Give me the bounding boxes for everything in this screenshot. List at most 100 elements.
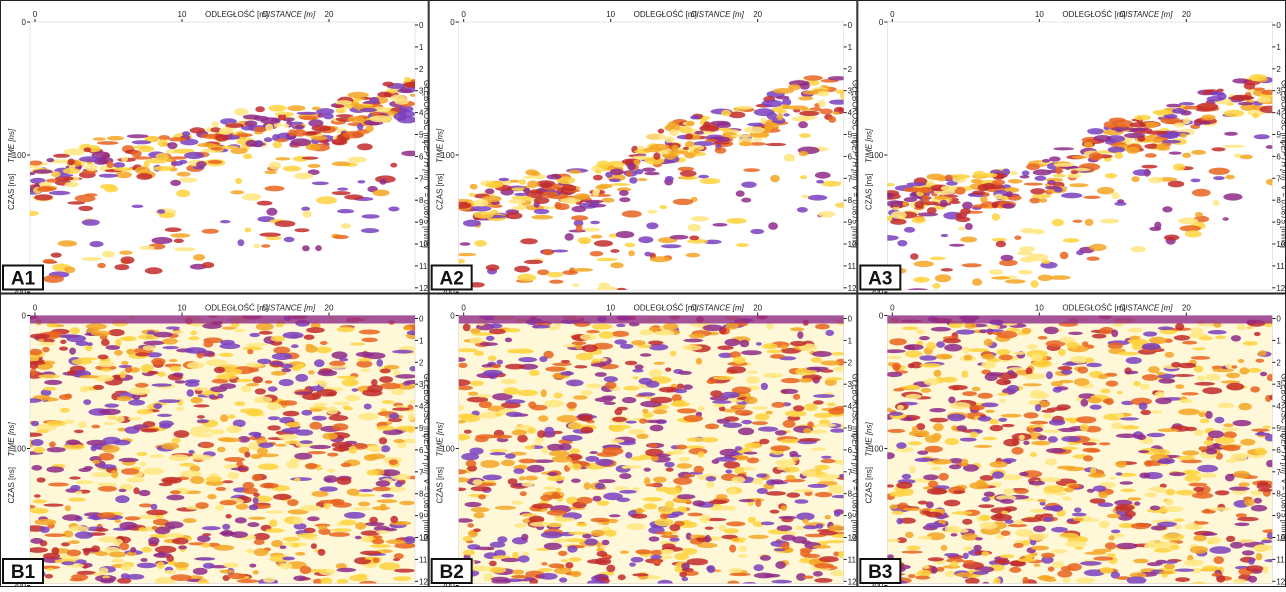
reflection-blob (148, 370, 159, 375)
reflection-blob (962, 552, 969, 559)
reflection-blob (778, 515, 797, 520)
reflection-blob (831, 533, 844, 539)
reflection-blob (991, 202, 999, 209)
reflection-blob (355, 522, 367, 530)
reflection-blob (562, 270, 578, 275)
reflection-blob (979, 514, 991, 521)
reflection-blob (996, 330, 1018, 339)
reflection-blob (601, 197, 615, 203)
reflection-blob (1059, 337, 1075, 344)
reflection-blob (610, 249, 620, 253)
reflection-blob (744, 396, 758, 405)
reflection-blob (1021, 470, 1043, 478)
reflection-blob (310, 322, 321, 329)
reflection-blob (514, 192, 528, 196)
reflection-blob (967, 348, 990, 352)
reflection-blob (253, 115, 269, 121)
reflection-blob (998, 417, 1008, 422)
y2-tick-label: 5 (848, 424, 853, 433)
reflection-blob (39, 181, 52, 187)
reflection-blob (818, 531, 838, 536)
reflection-blob (1132, 169, 1152, 176)
reflection-blob (817, 211, 836, 218)
reflection-blob (619, 197, 631, 203)
reflection-blob (681, 345, 703, 351)
reflection-blob (237, 239, 245, 247)
reflection-blob (272, 493, 292, 500)
reflection-blob (473, 528, 481, 532)
reflection-blob (269, 554, 290, 563)
reflection-blob (1087, 518, 1100, 522)
reflection-blob (1028, 480, 1046, 486)
reflection-blob (470, 565, 492, 572)
reflection-blob (950, 197, 959, 202)
reflection-blob (1029, 539, 1037, 546)
reflection-blob (118, 488, 127, 493)
reflection-blob (930, 326, 951, 332)
reflection-blob (186, 389, 194, 397)
reflection-blob (121, 360, 129, 366)
reflection-blob (69, 525, 89, 532)
reflection-blob (911, 216, 926, 224)
reflection-blob (791, 456, 799, 461)
reflection-blob (408, 413, 415, 421)
reflection-blob (120, 256, 135, 264)
y2-tick-label: 11 (1276, 555, 1285, 564)
reflection-blob (1171, 361, 1182, 368)
reflection-blob (1232, 419, 1252, 427)
reflection-blob (916, 423, 926, 431)
reflection-blob (50, 171, 61, 178)
reflection-blob (1037, 498, 1047, 503)
reflection-blob (552, 538, 568, 543)
y-axis-title: CZAS [ns] (864, 174, 873, 210)
reflection-blob (1001, 458, 1017, 463)
reflection-blob (242, 153, 253, 160)
reflection-blob (379, 368, 391, 374)
reflection-blob (197, 578, 209, 584)
reflection-blob (816, 179, 824, 184)
reflection-blob (1237, 359, 1245, 363)
reflection-blob (458, 385, 474, 391)
reflection-blob (660, 534, 679, 538)
reflection-blob (698, 174, 710, 179)
reflection-blob (40, 162, 48, 166)
reflection-blob (575, 352, 594, 361)
reflection-blob (365, 125, 374, 133)
radargram (458, 75, 844, 290)
reflection-blob (1083, 455, 1094, 462)
reflection-blob (776, 113, 784, 121)
reflection-blob (556, 415, 579, 423)
reflection-blob (252, 376, 263, 384)
reflection-blob (690, 216, 710, 222)
reflection-blob (723, 528, 739, 534)
reflection-blob (485, 335, 495, 341)
reflection-blob (1253, 497, 1263, 504)
reflection-blob (759, 438, 770, 445)
reflection-blob (1096, 186, 1115, 195)
reflection-blob (1030, 280, 1039, 288)
reflection-blob (517, 434, 528, 443)
reflection-blob (762, 372, 783, 379)
y2-tick-label: 1 (848, 43, 853, 52)
reflection-blob (807, 421, 814, 428)
reflection-blob (179, 462, 196, 467)
reflection-blob (1076, 250, 1084, 256)
reflection-blob (672, 400, 687, 405)
reflection-blob (221, 326, 237, 330)
reflection-blob (751, 406, 769, 410)
reflection-blob (458, 487, 467, 492)
reflection-blob (180, 470, 202, 478)
reflection-blob (390, 515, 399, 523)
reflection-blob (783, 113, 790, 117)
reflection-blob (119, 250, 133, 255)
reflection-blob (812, 571, 823, 577)
reflection-blob (30, 348, 43, 356)
reflection-blob (474, 546, 495, 551)
reflection-blob (316, 196, 337, 205)
reflection-blob (1013, 542, 1024, 548)
reflection-blob (586, 330, 600, 334)
reflection-blob (462, 323, 471, 332)
reflection-blob (982, 436, 997, 441)
y2-tick-label: 5 (1276, 424, 1281, 433)
reflection-blob (517, 273, 537, 282)
